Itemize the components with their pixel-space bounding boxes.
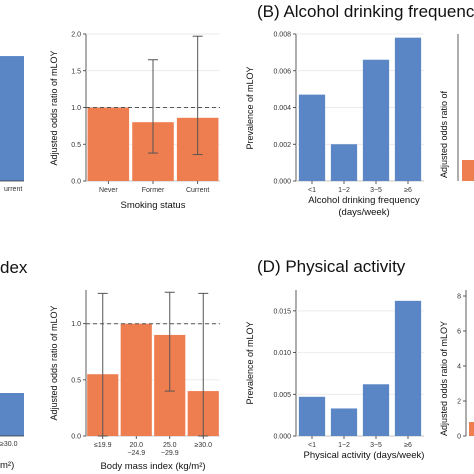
y-tick-label: 0.004 [273, 105, 291, 112]
smoking-odds-chart: 0.0 0.5 1.0 1.5 2.0 Never Former Current Adjus… [49, 32, 220, 211]
y-axis-label: Prevalence of mLOY [245, 321, 255, 404]
x-tick-bmi-30: ≥30.0 [0, 441, 18, 448]
y-tick-label: 0.015 [273, 308, 291, 315]
bar-2 [362, 384, 390, 436]
x-tick-label: Never [99, 187, 118, 194]
activity-prevalence-chart: 0.000 0.005 0.010 0.015 <1 1−2 3−5 ≥6 Prevalen… [245, 290, 424, 461]
y-tick-label: 0.5 [71, 377, 81, 384]
x-tick-label: 3−5 [370, 442, 382, 449]
x-axis-label-units: (days/week) [338, 207, 389, 218]
y-tick-label: 0 [457, 434, 461, 441]
panel-title-c: dex [0, 258, 28, 277]
x-tick-label: ≥6 [404, 187, 412, 194]
bar-0 [87, 107, 130, 181]
bar-0 [298, 396, 326, 436]
y-tick-label: 0.002 [273, 142, 291, 149]
x-tick-label: 25.0 [163, 442, 177, 449]
y-axis-label: Adjusted odds ratio of mLOY [49, 50, 59, 165]
x-axis-label: Alcohol drinking frequency [308, 195, 420, 206]
activity-odds-chart: Adjusted odds ratio of mLOY 0 2 4 6 8 [439, 290, 474, 441]
y-tick-label: 0.006 [273, 68, 291, 75]
bar-0 [298, 94, 326, 181]
y-tick-label: 0.5 [71, 142, 81, 149]
x-tick-label: Former [142, 187, 165, 194]
y-axis-label: Adjusted odds ratio of mLOY [439, 321, 449, 436]
x-tick-label: <1 [308, 187, 316, 194]
x-axis-label-fragment: m²) [0, 460, 14, 471]
y-tick-label: 0.0 [71, 434, 81, 441]
x-tick-label-line2: −24.9 [127, 450, 145, 457]
x-tick-current: urrent [4, 186, 22, 193]
x-tick-label: ≥30.0 [195, 442, 213, 449]
y-axis-label: Prevalence of mLOY [245, 66, 255, 149]
y-tick-label: 8 [457, 294, 461, 301]
y-tick-label: 1.5 [71, 68, 81, 75]
y-tick-label: 4 [457, 364, 461, 371]
x-tick-label: Current [186, 187, 209, 194]
x-tick-label: 1−2 [338, 187, 350, 194]
y-tick-label: 2.0 [71, 32, 81, 39]
y-tick-label: 6 [457, 329, 461, 336]
x-tick-label: ≤19.9 [94, 442, 112, 449]
bar-partial [462, 160, 474, 181]
bar-current [0, 56, 24, 181]
y-tick-label: 0.0 [71, 179, 81, 186]
x-tick-label-line2: −29.9 [161, 450, 179, 457]
x-tick-label: 3−5 [370, 187, 382, 194]
smoking-prevalence-chart: urrent [0, 56, 24, 193]
bar-bmi-30 [0, 393, 24, 436]
bar-partial [469, 422, 474, 436]
y-tick-label: 2 [457, 399, 461, 406]
y-axis-label: Adjusted odds ratio of [439, 90, 449, 178]
bmi-prevalence-chart: ≥30.0 m²) [0, 393, 24, 471]
y-tick-label: 0.010 [273, 350, 291, 357]
y-tick-label: 1.0 [71, 105, 81, 112]
x-axis-label: Body mass index (kg/m²) [100, 461, 205, 472]
bar-3 [394, 37, 422, 181]
panel-title-d: (D) Physical activity [257, 257, 406, 276]
x-axis-label: Physical activity (days/week) [304, 450, 425, 461]
bar-1 [120, 323, 152, 436]
alcohol-odds-chart: Adjusted odds ratio of [439, 34, 474, 181]
x-axis-label: Smoking status [121, 200, 186, 211]
y-tick-label: 0.005 [273, 392, 291, 399]
y-axis-label: Adjusted odds ratio of mLOY [49, 305, 59, 420]
x-tick-label: 1−2 [338, 442, 350, 449]
x-tick-label: ≥6 [404, 442, 412, 449]
x-tick-label: 20.0 [129, 442, 143, 449]
bmi-odds-chart: 0.0 0.5 1.0 ≤19.9 20.0−24.9 25.0−29.9 ≥30.0 A… [49, 290, 220, 472]
bar-1 [330, 144, 358, 181]
panel-title-b: (B) Alcohol drinking frequency [257, 2, 474, 21]
x-tick-label: <1 [308, 442, 316, 449]
bar-1 [330, 408, 358, 436]
y-tick-label: 1.0 [71, 321, 81, 328]
y-tick-label: 0.008 [273, 32, 291, 39]
y-tick-label: 0.000 [273, 179, 291, 186]
bar-3 [394, 300, 422, 436]
bar-2 [362, 59, 390, 181]
alcohol-prevalence-chart: 0.000 0.002 0.004 0.006 0.008 <1 1−2 3−5 ≥6 Pre… [245, 32, 424, 218]
y-tick-label: 0.000 [273, 434, 291, 441]
